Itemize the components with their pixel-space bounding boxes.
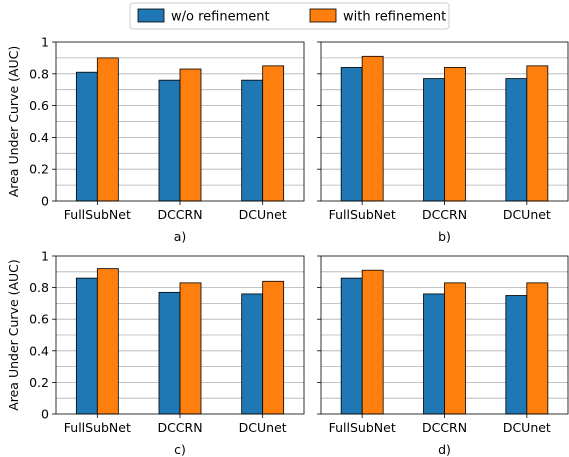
y-tick-label: 0.4 xyxy=(29,343,49,358)
x-tick-label: DCCRN xyxy=(422,207,467,222)
bar-dccrn-wo-refinement xyxy=(158,291,181,415)
x-tick-label: DCCRN xyxy=(157,207,202,222)
x-tick-label: DCUnet xyxy=(239,207,287,222)
bar-dccrn-with-refinement xyxy=(179,282,202,415)
x-tick-label: DCCRN xyxy=(422,420,467,435)
bar-dcunet-with-refinement xyxy=(262,65,285,202)
x-tick-label: FullSubNet xyxy=(329,420,396,435)
axes-frame xyxy=(55,255,305,415)
bar-dcunet-wo-refinement xyxy=(505,295,528,415)
bar-dcunet-wo-refinement xyxy=(505,78,528,202)
y-tick-label: 0.2 xyxy=(29,162,49,177)
y-tick-label: 0.6 xyxy=(29,312,49,327)
panel-3: FullSubNet DCCRN DCUnet 0 0.2 0.4 0.6 0.8 1 Area … xyxy=(6,249,305,457)
panel-label: c) xyxy=(174,442,186,457)
bar-fullsubnet-with-refinement xyxy=(361,269,384,415)
bar-dcunet-wo-refinement xyxy=(241,293,264,415)
bar-fullsubnet-wo-refinement xyxy=(75,277,98,415)
y-tick-label: 1 xyxy=(41,249,49,264)
y-axis-label: Area Under Curve (AUC) xyxy=(6,259,21,411)
legend-swatch-w-o-refinement xyxy=(137,8,165,23)
bar-dccrn-with-refinement xyxy=(179,68,202,202)
x-tick-label: DCUnet xyxy=(239,420,287,435)
bar-dccrn-with-refinement xyxy=(444,282,466,415)
bar-fullsubnet-wo-refinement xyxy=(340,67,363,202)
x-tick-label: FullSubNet xyxy=(64,420,131,435)
legend-frame xyxy=(129,2,450,30)
axes-frame xyxy=(320,255,569,415)
legend-label-w-o-refinement: w/o refinement xyxy=(171,10,270,25)
x-tick-label: DCCRN xyxy=(157,420,202,435)
y-tick-label: 0.8 xyxy=(29,66,49,81)
y-tick-label: 0.4 xyxy=(29,130,49,145)
x-tick-label: DCUnet xyxy=(503,420,551,435)
x-tick-label: DCUnet xyxy=(503,207,551,222)
y-tick-label: 0.6 xyxy=(29,98,49,113)
y-tick-label: 0.8 xyxy=(29,280,49,295)
bar-fullsubnet-with-refinement xyxy=(96,268,119,415)
bar-dccrn-wo-refinement xyxy=(423,293,445,415)
panel-label: a) xyxy=(174,229,187,244)
bar-dcunet-with-refinement xyxy=(526,282,549,415)
y-tick-label: 0 xyxy=(41,407,49,422)
legend-label-with-refinement: with refinement xyxy=(343,10,446,25)
panel-4: FullSubNet DCCRN DCUnet d) xyxy=(317,255,569,457)
panel-1: FullSubNet DCCRN DCUnet 0 0.2 0.4 0.6 0.8 1 Area … xyxy=(6,35,305,244)
bar-fullsubnet-with-refinement xyxy=(361,55,384,202)
bar-dcunet-with-refinement xyxy=(262,280,285,415)
x-tick-label: FullSubNet xyxy=(329,207,396,222)
bar-dccrn-wo-refinement xyxy=(158,79,181,202)
y-tick-label: 0 xyxy=(41,194,49,209)
bar-dccrn-with-refinement xyxy=(444,67,466,202)
axes-frame xyxy=(55,41,305,202)
legend-swatch-with-refinement xyxy=(309,8,337,23)
bar-dccrn-wo-refinement xyxy=(423,78,445,202)
bar-fullsubnet-wo-refinement xyxy=(340,277,363,415)
bar-dcunet-with-refinement xyxy=(526,65,549,202)
legend: w/o refinement with refinement xyxy=(129,2,450,30)
y-axis-label: Area Under Curve (AUC) xyxy=(6,46,21,198)
bar-dcunet-wo-refinement xyxy=(241,79,264,202)
axes-frame xyxy=(320,41,569,202)
x-tick-label: FullSubNet xyxy=(64,207,131,222)
panel-label: d) xyxy=(438,442,451,457)
bar-fullsubnet-wo-refinement xyxy=(75,71,98,202)
panel-2: FullSubNet DCCRN DCUnet b) xyxy=(317,41,569,244)
y-tick-label: 0.2 xyxy=(29,375,49,390)
y-tick-label: 1 xyxy=(41,35,49,50)
panel-label: b) xyxy=(438,229,451,244)
bar-fullsubnet-with-refinement xyxy=(96,57,119,202)
